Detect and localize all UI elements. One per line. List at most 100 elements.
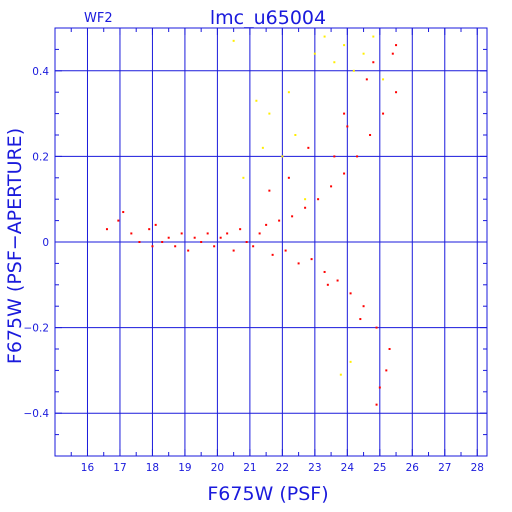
data-point xyxy=(261,146,264,149)
data-point xyxy=(154,223,157,226)
data-point xyxy=(365,78,368,81)
x-tick-label: 24 xyxy=(341,462,355,474)
data-point xyxy=(333,155,336,158)
x-tick-label: 28 xyxy=(471,462,484,474)
data-point xyxy=(326,283,329,286)
data-point xyxy=(343,172,346,175)
x-tick-label: 27 xyxy=(438,462,451,474)
data-point xyxy=(343,112,346,115)
data-point xyxy=(388,348,391,350)
data-point xyxy=(148,228,151,231)
data-point xyxy=(130,232,133,235)
panel-label: WF2 xyxy=(84,11,113,26)
data-point xyxy=(278,219,281,222)
y-tick-label: −0.2 xyxy=(24,323,50,335)
data-point xyxy=(232,249,235,252)
data-point xyxy=(349,360,352,363)
data-point xyxy=(372,61,375,64)
data-point xyxy=(352,69,355,72)
data-point xyxy=(304,198,307,201)
data-point xyxy=(395,91,398,94)
data-point xyxy=(232,39,235,42)
data-point xyxy=(167,236,170,239)
data-point xyxy=(378,386,381,389)
data-point xyxy=(336,279,339,282)
data-point xyxy=(375,403,378,406)
data-point xyxy=(151,245,154,248)
data-point xyxy=(294,134,297,136)
data-point xyxy=(372,35,375,38)
chart-title: lmc_u65004 xyxy=(210,7,326,29)
data-point xyxy=(330,185,333,188)
data-point xyxy=(343,44,346,47)
data-point xyxy=(317,198,320,201)
y-axis-label: F675W (PSF−APERTURE) xyxy=(4,128,26,364)
data-point xyxy=(297,262,300,265)
data-point xyxy=(385,369,388,372)
data-point xyxy=(359,318,362,321)
x-tick-label: 23 xyxy=(308,462,321,474)
data-points xyxy=(105,35,398,406)
data-point xyxy=(391,52,394,55)
data-point xyxy=(105,228,108,231)
data-point xyxy=(242,176,245,179)
data-point xyxy=(245,241,248,243)
data-point xyxy=(339,373,342,376)
data-point xyxy=(161,241,164,243)
data-point xyxy=(307,146,310,149)
data-point xyxy=(304,206,307,209)
x-tick-label: 17 xyxy=(113,462,126,474)
data-point xyxy=(362,52,365,55)
data-point xyxy=(265,223,268,226)
data-point xyxy=(268,189,271,192)
data-point xyxy=(219,236,222,239)
y-tick-label: 0 xyxy=(42,237,49,249)
data-point xyxy=(310,258,313,261)
data-point xyxy=(252,245,255,248)
data-point xyxy=(346,125,349,128)
data-point xyxy=(226,232,229,235)
data-point xyxy=(349,292,352,295)
data-point xyxy=(258,232,261,235)
data-point xyxy=(193,236,196,239)
data-point xyxy=(268,112,271,115)
x-axis-label: F675W (PSF) xyxy=(207,483,328,505)
data-point xyxy=(271,253,274,256)
data-point xyxy=(291,215,294,218)
data-point xyxy=(287,176,290,179)
data-point xyxy=(206,232,209,235)
data-point xyxy=(323,270,326,273)
x-tick-label: 18 xyxy=(146,462,159,474)
data-point xyxy=(287,91,290,94)
data-point xyxy=(180,232,183,235)
x-tick-label: 21 xyxy=(243,462,256,474)
data-point xyxy=(200,241,203,243)
tick-marks xyxy=(54,27,487,457)
data-point xyxy=(369,134,372,136)
x-tick-label: 22 xyxy=(276,462,289,474)
data-point xyxy=(333,61,336,64)
data-point xyxy=(382,112,385,115)
data-point xyxy=(313,52,316,55)
data-point xyxy=(138,241,141,243)
data-point xyxy=(395,44,398,47)
data-point xyxy=(174,245,177,248)
data-point xyxy=(117,219,120,222)
data-point xyxy=(356,155,359,158)
data-point xyxy=(239,228,242,231)
data-point xyxy=(382,78,385,81)
data-point xyxy=(362,305,365,308)
data-point xyxy=(213,245,216,248)
y-tick-label: −0.4 xyxy=(24,408,50,420)
data-point xyxy=(122,211,125,214)
x-tick-label: 19 xyxy=(178,462,191,474)
data-point xyxy=(375,326,378,329)
tick-labels: 16 17 18 19 20 21 22 23 24 25 26 27 28 −0.4 −0.2 0 0.2 0.… xyxy=(24,66,484,474)
data-point xyxy=(281,155,284,158)
y-tick-label: 0.2 xyxy=(32,151,49,163)
x-tick-label: 26 xyxy=(406,462,420,474)
x-tick-label: 16 xyxy=(81,462,95,474)
data-point xyxy=(323,35,326,38)
data-point xyxy=(284,249,287,252)
